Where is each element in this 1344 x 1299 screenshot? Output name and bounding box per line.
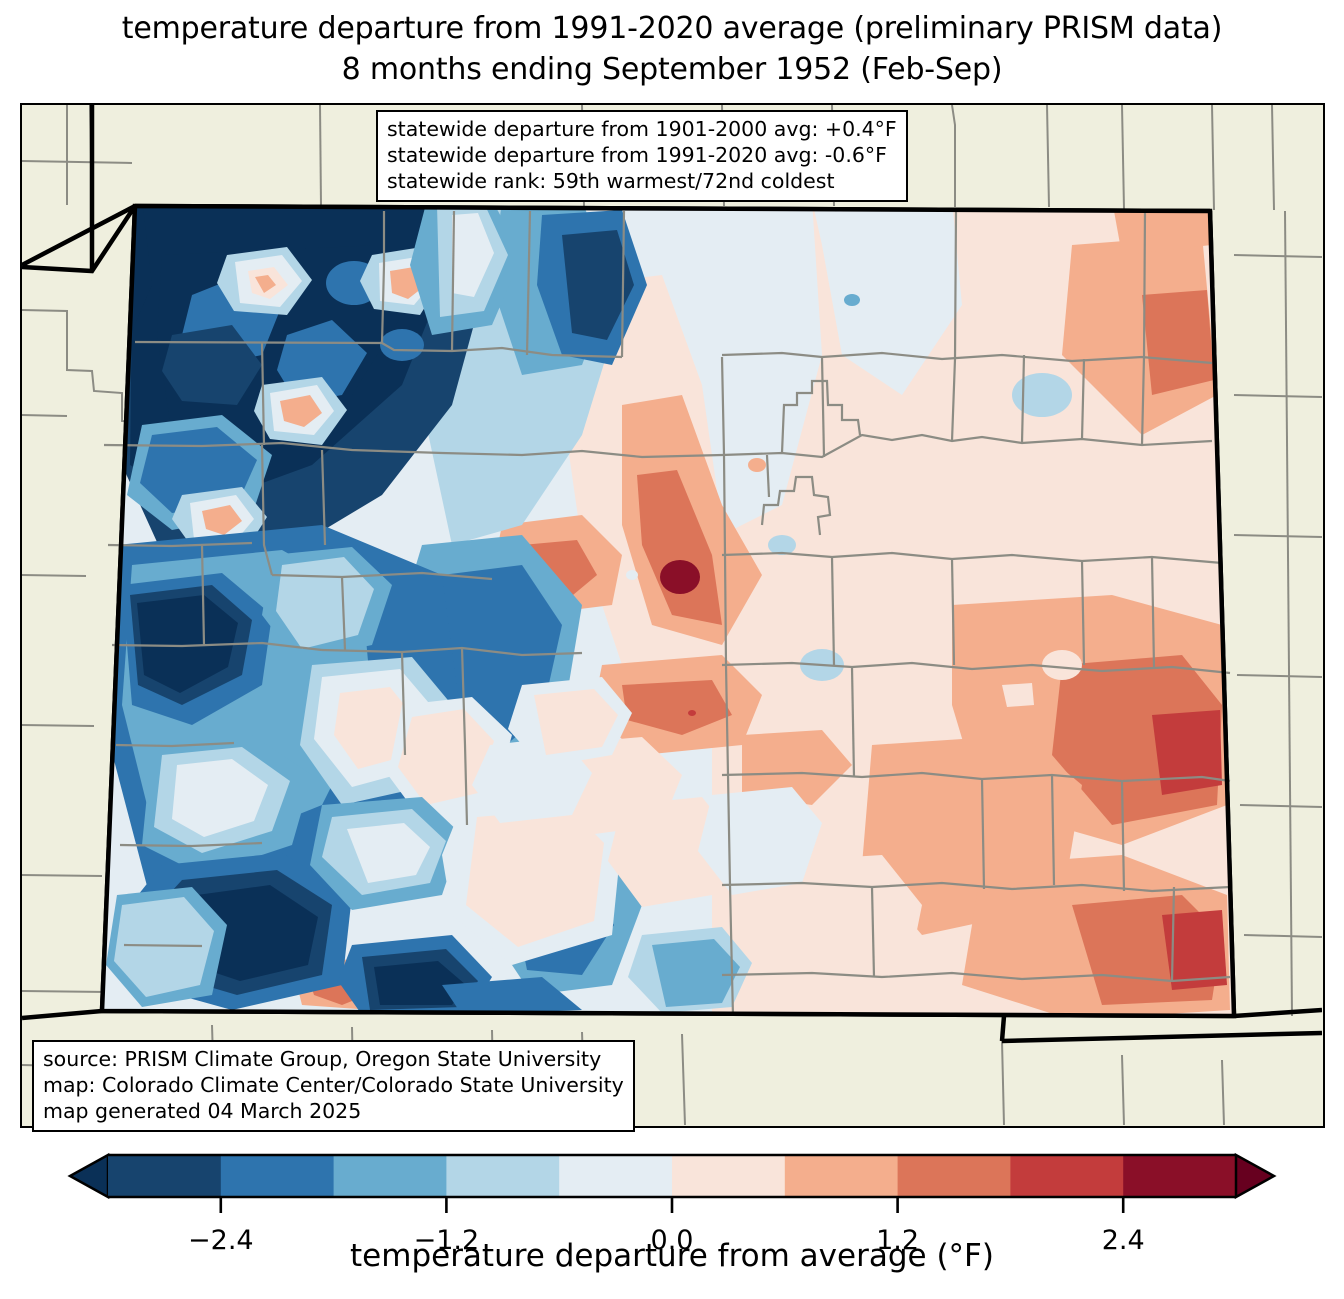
- colorbar-extend-low: [67, 1152, 110, 1200]
- source-line-generated: map generated 04 March 2025: [43, 1099, 362, 1123]
- colorbar-band: [559, 1155, 673, 1197]
- colorbar-tick-label: 2.4: [1102, 1225, 1145, 1256]
- stats-line-departure-1991: statewide departure from 1991-2020 avg: …: [387, 143, 887, 167]
- stats-line-departure-1901: statewide departure from 1901-2000 avg: …: [387, 117, 897, 141]
- colorbar-bands: [67, 1152, 1277, 1200]
- anomaly-raster: [102, 206, 1234, 1016]
- map-panel: [20, 103, 1325, 1128]
- source-line-map: map: Colorado Climate Center/Colorado St…: [43, 1073, 624, 1097]
- colorbar-band: [784, 1155, 899, 1197]
- colorbar-band: [1123, 1155, 1237, 1197]
- figure-title: temperature departure from 1991-2020 ave…: [0, 8, 1344, 90]
- colorbar-tick-label: 1.2: [876, 1225, 919, 1256]
- colorado-anomaly-map: [22, 105, 1322, 1125]
- statewide-stats-box: statewide departure from 1901-2000 avg: …: [376, 110, 908, 202]
- title-line-1: temperature departure from 1991-2020 ave…: [121, 11, 1223, 46]
- colorbar-band: [333, 1155, 447, 1197]
- colorbar-tick-label: −1.2: [414, 1225, 480, 1256]
- source-line-data: source: PRISM Climate Group, Oregon Stat…: [43, 1047, 602, 1071]
- colorbar-axis-label: temperature departure from average (°F): [350, 1238, 994, 1274]
- source-credits-box: source: PRISM Climate Group, Oregon Stat…: [32, 1040, 635, 1132]
- colorado-county-lines: [103, 210, 1231, 1017]
- colorbar-band: [1010, 1155, 1124, 1197]
- colorado-state-outline: [99, 203, 1237, 1019]
- colorbar-band: [897, 1155, 1011, 1197]
- colorbar: −2.4 −1.2 0.0 1.2 2.4: [67, 1152, 1277, 1256]
- colorbar-extend-high: [1234, 1152, 1277, 1200]
- colorbar-band: [446, 1155, 560, 1197]
- colorbar-band: [672, 1155, 786, 1197]
- colorbar-panel: −2.4 −1.2 0.0 1.2 2.4: [0, 1141, 1344, 1299]
- title-line-2: 8 months ending September 1952 (Feb-Sep): [341, 52, 1003, 87]
- colorbar-ticks: −2.4 −1.2 0.0 1.2 2.4: [188, 1197, 1145, 1256]
- colorbar-tick-label: 0.0: [651, 1225, 694, 1256]
- stats-line-rank: statewide rank: 59th warmest/72nd coldes…: [387, 169, 835, 193]
- colorbar-band: [220, 1155, 335, 1197]
- colorbar-tick-label: −2.4: [188, 1225, 254, 1256]
- colorbar-band: [108, 1155, 222, 1197]
